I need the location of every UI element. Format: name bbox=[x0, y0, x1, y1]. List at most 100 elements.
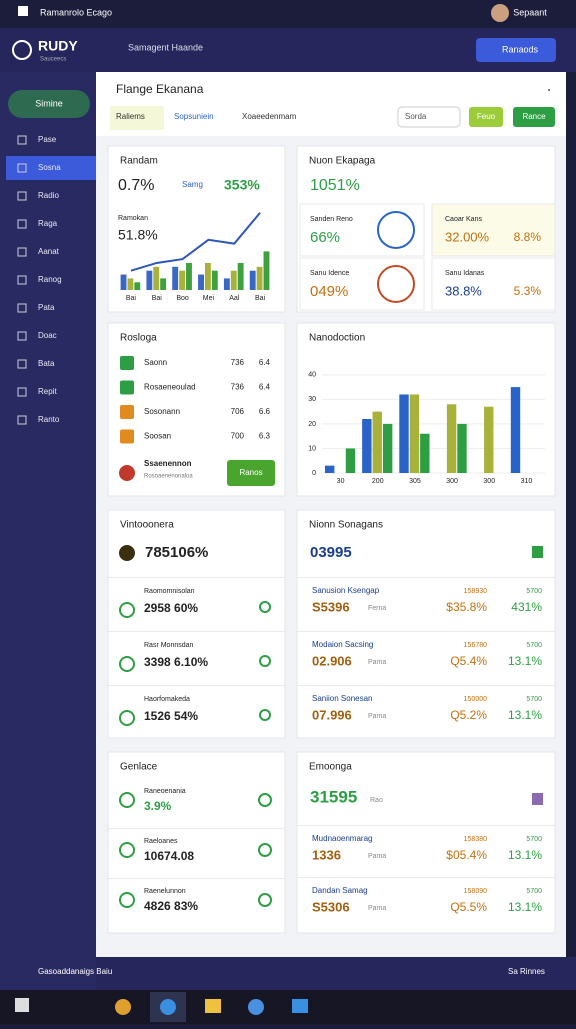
y-tick-label: 40 bbox=[308, 372, 316, 379]
bar bbox=[172, 266, 179, 290]
row-label: Modaion Sacsing bbox=[312, 640, 373, 649]
stat-icon bbox=[377, 265, 415, 303]
bar bbox=[484, 406, 494, 473]
row-value: 736 bbox=[231, 358, 245, 367]
action-button[interactable] bbox=[227, 460, 275, 486]
tab[interactable]: Raliems bbox=[116, 112, 145, 121]
kpi-label: Samg bbox=[182, 180, 203, 189]
row-icon bbox=[119, 892, 135, 908]
kpi-icon bbox=[532, 546, 543, 558]
row-icon bbox=[120, 380, 134, 395]
sidebar-item[interactable]: Repit bbox=[38, 387, 57, 396]
sidebar-item[interactable]: Ranto bbox=[38, 415, 60, 424]
window-icon bbox=[18, 6, 28, 16]
trend-line bbox=[130, 212, 261, 272]
row-value: 10674.08 bbox=[144, 849, 194, 863]
row-name: Soosan bbox=[144, 432, 171, 441]
search[interactable]: Samagent Haande bbox=[128, 42, 203, 52]
sidebar-icon bbox=[17, 219, 27, 229]
row-change: 13.1% bbox=[508, 654, 542, 668]
sidebar-item[interactable]: Pata bbox=[38, 303, 55, 312]
stat-change: 5.3% bbox=[514, 284, 542, 298]
sidebar-active[interactable] bbox=[6, 156, 96, 180]
row-label: Raneoenania bbox=[144, 788, 186, 795]
row-value: 1336 bbox=[312, 847, 341, 862]
button[interactable] bbox=[513, 107, 555, 127]
stat-value: 66% bbox=[310, 229, 340, 246]
row-value: 700 bbox=[231, 432, 245, 441]
button-label[interactable]: Feuo bbox=[477, 112, 496, 121]
divider bbox=[297, 825, 555, 826]
row-action bbox=[259, 601, 271, 613]
sidebar-icon bbox=[17, 359, 27, 369]
row-label: Raenelunnon bbox=[144, 888, 186, 895]
card bbox=[107, 751, 286, 934]
row-sub: Pama bbox=[368, 713, 386, 720]
bar bbox=[510, 387, 521, 473]
search-box[interactable] bbox=[397, 106, 461, 128]
avatar[interactable] bbox=[491, 4, 509, 22]
app-icon[interactable] bbox=[115, 999, 131, 1015]
sidebar-item[interactable]: Pase bbox=[38, 135, 57, 144]
row-sub: Pama bbox=[368, 659, 386, 666]
sidebar-item[interactable]: Sosna bbox=[38, 163, 61, 172]
footer-title: Ssaenennon bbox=[144, 459, 192, 468]
x-tick-label: Aal bbox=[229, 295, 240, 302]
row-value: 706 bbox=[231, 407, 245, 416]
bar bbox=[186, 262, 192, 290]
bar bbox=[409, 394, 420, 473]
stat-label: Sanu Idanas bbox=[445, 270, 485, 277]
bar bbox=[127, 278, 134, 290]
sidebar-icon bbox=[17, 191, 27, 201]
card-title: Nuon Ekapaga bbox=[309, 156, 376, 167]
x-tick-label: 310 bbox=[521, 478, 533, 485]
row-small: 158380 bbox=[464, 836, 487, 843]
sidebar-item[interactable]: Aanat bbox=[38, 247, 60, 256]
search-text[interactable]: Sorda bbox=[405, 112, 427, 121]
y-tick-label: 10 bbox=[308, 445, 316, 452]
header-button-label[interactable]: Ranaods bbox=[502, 44, 539, 54]
row-label: Sanusion Ksengap bbox=[312, 586, 380, 595]
row-small: 5700 bbox=[526, 836, 542, 843]
user-name: Sepaant bbox=[513, 7, 547, 17]
bar bbox=[446, 404, 457, 473]
bar bbox=[134, 282, 141, 290]
tab-active[interactable] bbox=[110, 106, 164, 130]
row-label: Mudnaoenmarag bbox=[312, 834, 372, 843]
app-icon[interactable] bbox=[248, 999, 264, 1015]
close[interactable] bbox=[548, 89, 550, 91]
stat-label: Sanden Reno bbox=[310, 216, 353, 223]
tab[interactable]: Sopsuniein bbox=[174, 112, 214, 121]
row-value: 3.9% bbox=[144, 799, 172, 813]
header-button[interactable] bbox=[476, 38, 556, 62]
stat-box bbox=[431, 257, 556, 311]
app-icon[interactable] bbox=[205, 999, 221, 1013]
bar bbox=[230, 270, 237, 290]
sidebar-item[interactable]: Doac bbox=[38, 331, 57, 340]
sidebar-active-top[interactable] bbox=[8, 90, 90, 118]
sidebar-item[interactable]: Ranog bbox=[38, 275, 62, 284]
tab[interactable]: Xoaeedenmam bbox=[242, 112, 297, 121]
app-icon[interactable] bbox=[160, 999, 176, 1015]
logo: RUDY bbox=[38, 38, 78, 54]
button-label[interactable]: Rance bbox=[522, 112, 546, 121]
x-tick-label: Bai bbox=[255, 295, 266, 302]
app-icon[interactable] bbox=[292, 999, 308, 1013]
sidebar bbox=[0, 72, 96, 990]
card-title: Genlace bbox=[120, 762, 158, 773]
row-name: Rosaeneoulad bbox=[144, 383, 196, 392]
sidebar-item[interactable]: Radio bbox=[38, 191, 59, 200]
card-title: Randam bbox=[120, 156, 158, 167]
sidebar-icon bbox=[17, 387, 27, 397]
bar bbox=[399, 394, 409, 473]
footer-text: Sa Rinnes bbox=[508, 967, 545, 976]
x-tick-label: 200 bbox=[372, 478, 384, 485]
row-change: Q5.5% bbox=[450, 900, 487, 914]
sidebar-item[interactable]: Bata bbox=[38, 359, 55, 368]
sidebar-top-label[interactable]: Simine bbox=[35, 98, 63, 108]
bar bbox=[198, 274, 204, 290]
start-icon[interactable] bbox=[15, 998, 29, 1012]
action-label[interactable]: Ranos bbox=[239, 468, 262, 477]
sidebar-item[interactable]: Raga bbox=[38, 219, 58, 228]
button[interactable] bbox=[469, 107, 503, 127]
